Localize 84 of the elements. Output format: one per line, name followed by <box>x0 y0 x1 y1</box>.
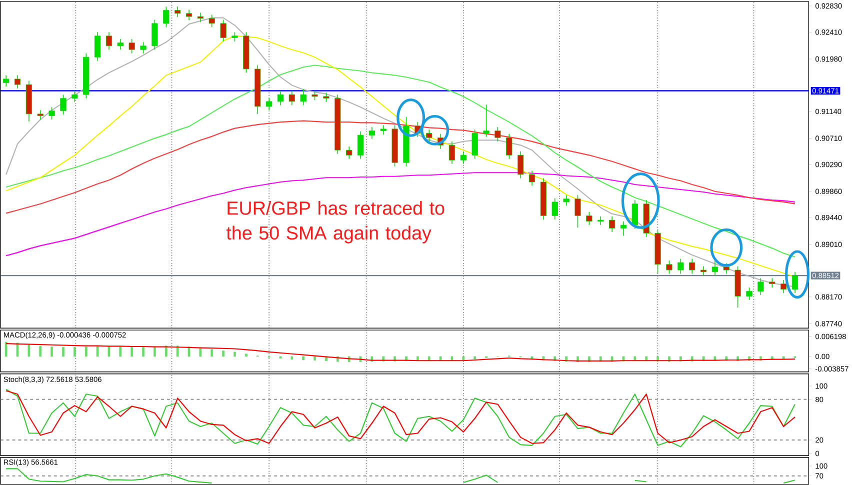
candlestick <box>426 129 432 142</box>
candlestick <box>448 141 456 164</box>
candlestick <box>574 194 581 228</box>
candlestick <box>94 32 101 62</box>
candlestick <box>368 126 376 140</box>
candlestick <box>208 14 215 28</box>
bar <box>245 354 248 357</box>
candlestick <box>506 134 512 160</box>
annotation: EUR/GBP has retraced to the 50 SMA again today <box>226 201 444 244</box>
bar <box>119 346 122 357</box>
candlestick <box>220 19 226 42</box>
candlestick <box>60 94 66 116</box>
candlestick <box>552 198 558 220</box>
bar <box>154 346 156 357</box>
candlestick <box>152 19 158 50</box>
bar <box>16 342 19 357</box>
candlestick <box>14 74 21 89</box>
candlestick <box>140 42 146 54</box>
candlestick <box>483 104 490 138</box>
candlestick <box>700 266 707 276</box>
bar <box>302 356 305 360</box>
bar <box>164 346 168 357</box>
bar <box>4 342 8 357</box>
bar <box>50 346 53 357</box>
candlestick <box>288 90 295 106</box>
candlestick <box>586 212 592 226</box>
candlestick <box>163 6 170 28</box>
candlestick <box>128 38 135 54</box>
candlestick <box>598 216 604 226</box>
candlestick <box>494 126 501 142</box>
candlestick <box>174 6 181 18</box>
candlestick <box>563 194 570 206</box>
bar <box>39 346 42 357</box>
candlestick <box>792 272 798 294</box>
candlestick <box>518 151 524 179</box>
candlestick <box>117 38 124 50</box>
candlestick <box>232 32 238 42</box>
candlestick <box>323 92 330 103</box>
candlestick <box>48 106 55 120</box>
candlestick <box>780 280 787 294</box>
bar <box>28 344 30 357</box>
candlestick <box>472 129 478 160</box>
bar <box>73 347 76 357</box>
bar <box>176 346 179 357</box>
candlestick <box>346 146 352 160</box>
bar <box>474 356 476 360</box>
bar <box>234 352 236 357</box>
candlestick <box>746 287 752 301</box>
bar <box>290 356 294 360</box>
candlestick <box>632 200 638 230</box>
bar <box>84 346 88 357</box>
candlestick <box>277 90 284 106</box>
candlestick <box>300 88 306 106</box>
candlestick <box>312 90 318 101</box>
candlestick <box>666 260 672 274</box>
candlestick <box>72 90 78 103</box>
bar <box>222 350 224 357</box>
candlestick <box>689 258 696 274</box>
bar <box>108 346 110 357</box>
candlestick <box>758 278 764 296</box>
bar <box>142 347 144 357</box>
bar <box>188 346 190 357</box>
candlestick <box>186 9 192 21</box>
bar <box>199 348 202 357</box>
bar <box>782 356 785 360</box>
bar <box>96 346 99 357</box>
candlestick <box>460 151 466 164</box>
candlestick <box>3 74 10 87</box>
bar <box>314 356 316 361</box>
bar <box>462 356 465 360</box>
candlestick <box>380 124 386 136</box>
candlestick <box>197 12 204 23</box>
bar <box>130 347 134 357</box>
bar <box>62 347 64 357</box>
bar <box>210 349 214 357</box>
candlestick <box>608 216 616 232</box>
candlestick <box>678 258 684 274</box>
candlestick <box>37 110 44 120</box>
candlestick <box>620 221 627 236</box>
candlestick <box>357 131 364 160</box>
candlestick <box>769 278 776 288</box>
candlestick <box>528 170 536 186</box>
candlestick <box>106 32 112 50</box>
candlestick <box>266 97 272 111</box>
